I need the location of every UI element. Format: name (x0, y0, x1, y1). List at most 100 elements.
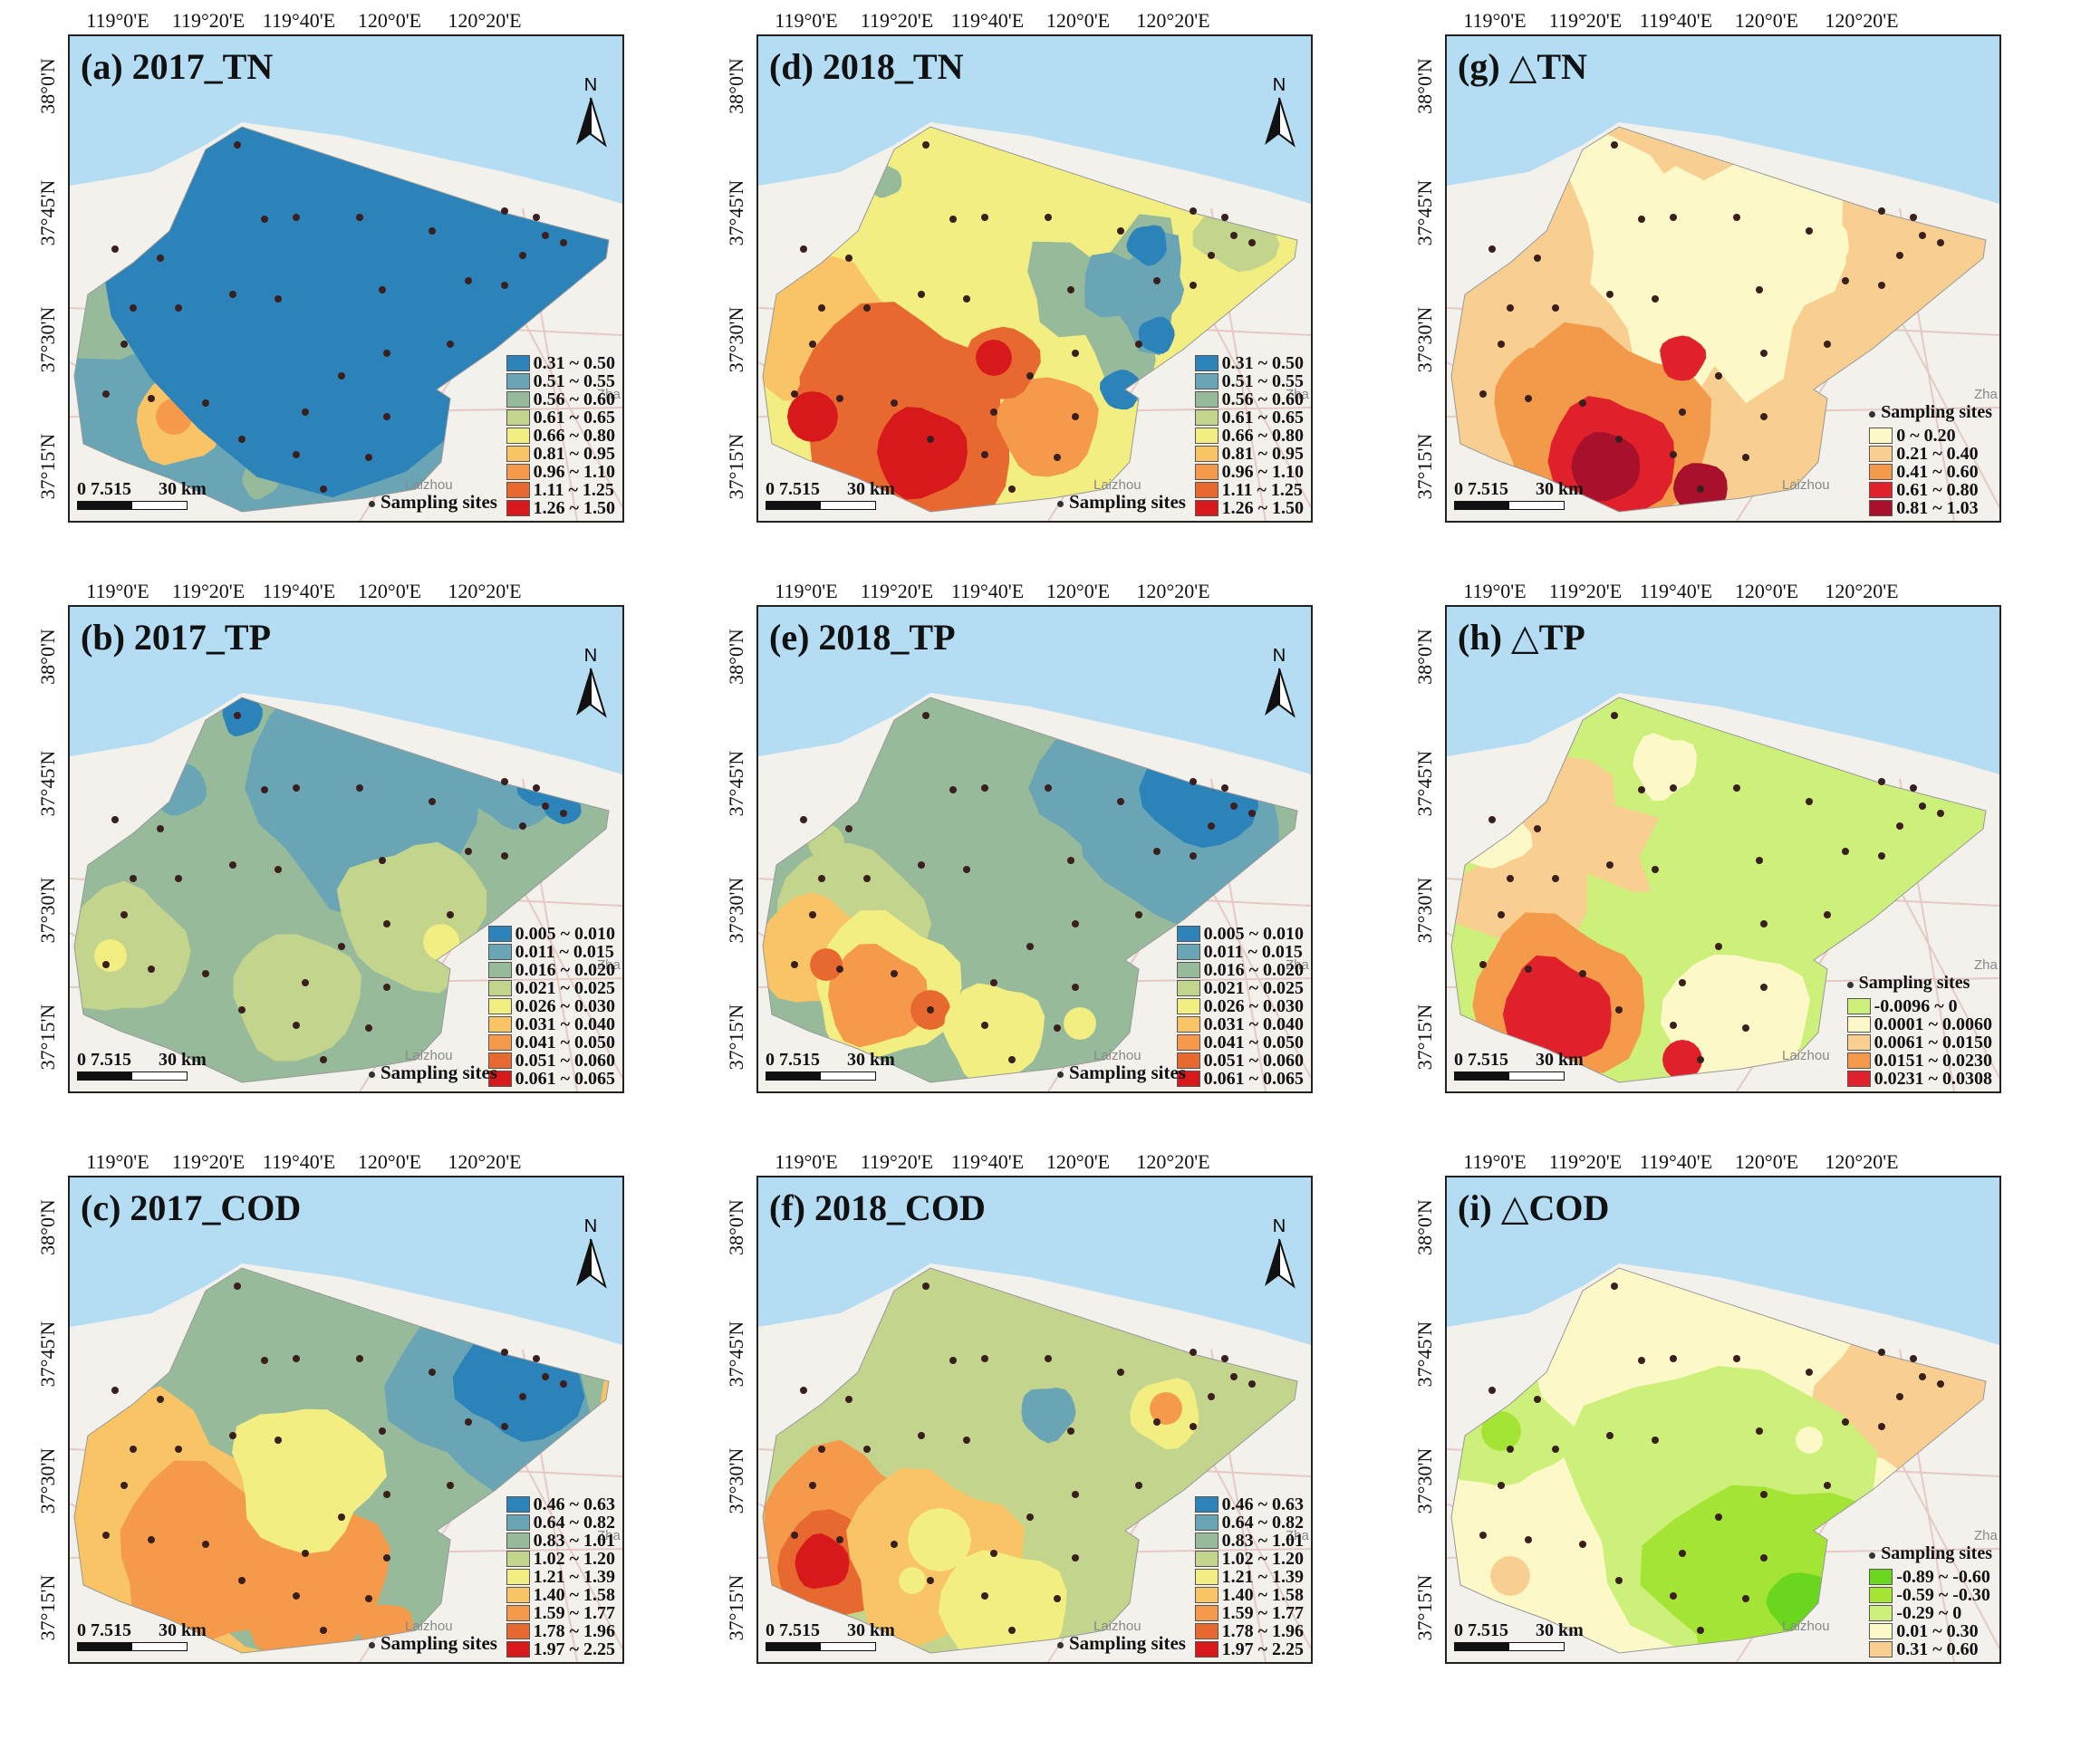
legend-label: 1.11 ~ 1.25 (1221, 480, 1303, 500)
axis-labels: 119°0'E 119°20'E 119°40'E 120°0'E 120°20'E 38… (725, 1150, 1210, 1641)
sampling-site (320, 1056, 327, 1063)
contour-zone (1660, 335, 1707, 381)
sampling-site (202, 970, 209, 977)
longitude-label: 120°0'E (358, 1150, 421, 1173)
sampling-site (1697, 485, 1704, 493)
sampling-site (542, 232, 549, 239)
sampling-site (533, 784, 540, 792)
sampling-site (338, 943, 345, 950)
legend-swatch (1194, 1605, 1219, 1621)
sampling-site (1760, 1554, 1768, 1562)
sampling-site (1045, 214, 1052, 221)
sampling-site (1919, 1373, 1926, 1380)
sampling-site (1072, 350, 1079, 357)
legend-item: 0.56 ~ 0.60 (1194, 390, 1304, 408)
axis-labels: 119°0'E 119°20'E 119°40'E 120°0'E 120°20'E 38… (36, 9, 522, 499)
longitude-label: 119°40'E (1640, 9, 1712, 32)
legend-item: 1.11 ~ 1.25 (506, 481, 615, 499)
sampling-site (1733, 214, 1740, 221)
longitude-label: 120°20'E (1136, 580, 1209, 602)
sampling-site (1733, 1355, 1740, 1362)
axis-labels: 119°0'E 119°20'E 119°40'E 120°0'E 120°20'E 38… (1413, 9, 1899, 499)
legend-label: 0.051 ~ 0.060 (515, 1051, 615, 1071)
map-canvas: Laizhou Zha (758, 36, 1311, 521)
longitude-label: 119°0'E (86, 9, 149, 32)
study-area-outline (73, 126, 610, 513)
map-frame: Laizhou Zha (e) 2018_TP N 0.005 ~ 0.010 0.011… (756, 605, 1313, 1093)
legend-swatch (1869, 1623, 1893, 1639)
sampling-site (1507, 304, 1514, 312)
sampling-site (1742, 1024, 1749, 1032)
sampling-site (1026, 1514, 1034, 1521)
longitude-label: 119°0'E (1463, 580, 1526, 602)
sampling-site (1670, 214, 1677, 221)
sampling-site (1230, 802, 1238, 810)
place-label-laizhou: Laizhou (1093, 477, 1142, 493)
scale-bar-label: 0 7.515 30 km (766, 479, 895, 499)
sampling-site (293, 1355, 300, 1362)
sampling-site (845, 1396, 853, 1403)
sampling-site (447, 341, 454, 348)
legend-swatch (487, 926, 512, 942)
sampling-site (175, 304, 182, 312)
sampling-site (1552, 1446, 1559, 1453)
legend-item: 1.26 ~ 1.50 (1194, 499, 1304, 517)
sampling-site (1910, 214, 1917, 221)
sampling-site (1937, 1380, 1944, 1388)
sampling-site (560, 810, 567, 817)
legend-item: 0.041 ~ 0.050 (1176, 1033, 1304, 1052)
sampling-site (1190, 1349, 1197, 1356)
legend-label: 1.59 ~ 1.77 (1221, 1603, 1304, 1623)
sampling-site (1054, 1024, 1061, 1032)
place-label-laizhou: Laizhou (1782, 1048, 1830, 1063)
place-label-laizhou: Laizhou (405, 477, 453, 493)
longitude-label: 120°0'E (1735, 1150, 1798, 1173)
sampling-site (202, 399, 209, 407)
longitude-label: 120°0'E (1735, 580, 1798, 602)
sampling-site (379, 857, 386, 864)
contour-zone (1150, 1392, 1182, 1425)
sampling-site (800, 1387, 807, 1394)
sampling-site (1760, 984, 1768, 991)
longitude-label: 119°40'E (951, 1150, 1024, 1173)
study-area-outline (73, 1267, 610, 1654)
legend-swatch (1846, 1052, 1871, 1069)
sampling-sites-label: Sampling sites (1069, 491, 1186, 513)
legend-item: -0.29 ~ 0 (1869, 1604, 1992, 1622)
latitude-label: 37°15'N (725, 1575, 747, 1641)
sampling-site (1806, 1369, 1813, 1376)
legend-swatch (1176, 944, 1200, 960)
legend-swatch (1194, 409, 1219, 426)
legend-item: 0.031 ~ 0.040 (1176, 1015, 1304, 1033)
sampling-site (383, 920, 390, 927)
sampling-site (130, 875, 137, 882)
latitude-label: 37°30'N (36, 307, 59, 373)
contour-zone (1481, 1411, 1521, 1451)
north-arrow-icon: N (573, 72, 609, 154)
sampling-site (863, 1446, 871, 1453)
sampling-site (1072, 920, 1079, 927)
panel-title: (h) △TP (1458, 617, 1585, 658)
sampling-site (1579, 1541, 1586, 1548)
map-frame: Laizhou Zha (g) △TN Sampling sites 0 ~ 0.20 0… (1445, 34, 2001, 523)
legend-label: 0.0061 ~ 0.0150 (1874, 1033, 1992, 1052)
legend-label: 0.56 ~ 0.60 (533, 389, 615, 409)
sampling-site (809, 341, 816, 348)
study-area-outline (1450, 1267, 1987, 1654)
sampling-site (275, 295, 282, 303)
legend-item: 1.59 ~ 1.77 (506, 1604, 615, 1622)
longitude-label: 119°0'E (775, 9, 837, 32)
axis-labels: 119°0'E 119°20'E 119°40'E 120°0'E 120°20'E 38… (725, 9, 1210, 499)
sampling-site (1806, 798, 1813, 805)
sampling-site (1054, 1595, 1061, 1602)
sampling-site (519, 252, 526, 259)
sampling-site (234, 141, 241, 149)
latitude-label: 37°45'N (725, 1321, 747, 1388)
legend-label: 0.0001 ~ 0.0060 (1874, 1014, 1992, 1034)
legend-label: 1.02 ~ 1.20 (533, 1549, 615, 1569)
contour-zone (423, 924, 459, 960)
legend-swatch (506, 355, 530, 371)
legend-label: 0.96 ~ 1.10 (533, 462, 615, 482)
sampling-site (1652, 1437, 1659, 1444)
sampling-site (379, 286, 386, 293)
